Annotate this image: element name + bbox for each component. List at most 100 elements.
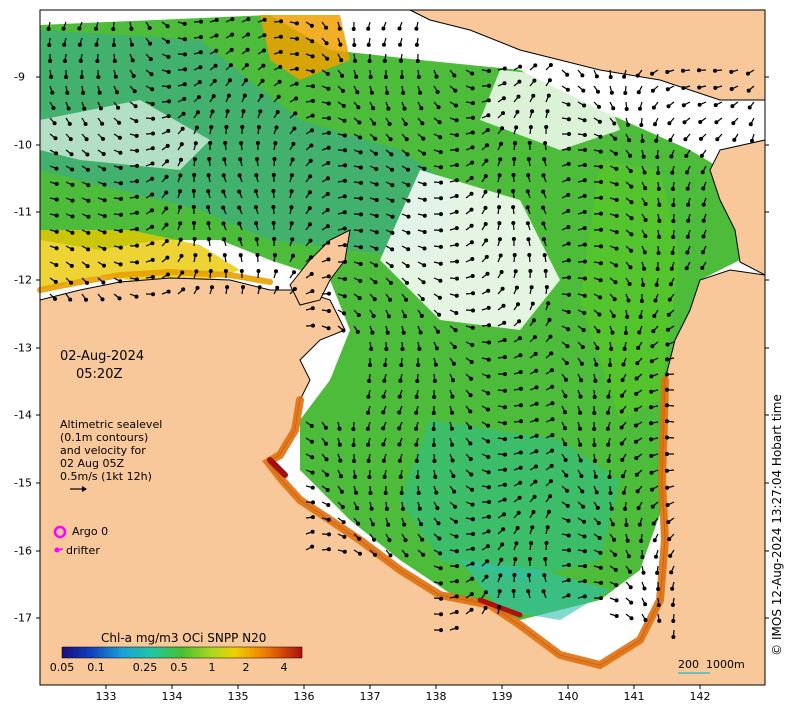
velocity-arrow-head [600, 212, 603, 215]
velocity-arrow-head [699, 121, 702, 124]
velocity-arrow-head [385, 76, 388, 79]
velocity-arrow-head [613, 122, 616, 125]
velocity-arrow-head [671, 171, 674, 174]
velocity-arrow-head [529, 270, 532, 273]
velocity-arrow-head [596, 75, 599, 78]
velocity-arrow-head [435, 75, 438, 78]
velocity-arrow-head [391, 199, 394, 202]
velocity-arrow-head [434, 476, 437, 479]
velocity-arrow-head [500, 558, 503, 561]
velocity-arrow-head [182, 288, 185, 291]
velocity-arrow-head [687, 219, 690, 222]
velocity-arrow-head [672, 620, 675, 623]
velocity-arrow-head [611, 331, 614, 334]
velocity-arrow-head [65, 76, 68, 79]
velocity-arrow-head [512, 190, 515, 193]
velocity-arrow-head [513, 254, 516, 257]
velocity-arrow-head [80, 76, 83, 79]
velocity-arrow-head [296, 37, 299, 40]
velocity-arrow-head [439, 567, 442, 570]
velocity-arrow-head [49, 60, 52, 63]
velocity-arrow-head [151, 177, 154, 180]
velocity-arrow-head [370, 348, 373, 351]
velocity-arrow-head [375, 152, 378, 155]
velocity-arrow-head [339, 459, 342, 462]
velocity-arrow-head [257, 270, 260, 273]
velocity-arrow-head [386, 92, 389, 95]
velocity-arrow-head [472, 547, 475, 550]
velocity-arrow-head [294, 288, 297, 291]
velocity-arrow-head [325, 426, 328, 429]
velocity-arrow-head [668, 122, 671, 125]
y-tick-label: -15 [14, 477, 32, 490]
velocity-arrow-head [423, 214, 426, 217]
velocity-arrow-head [440, 613, 443, 616]
velocity-arrow-head [640, 124, 643, 127]
velocity-arrow-head [432, 412, 435, 415]
velocity-arrow-head [225, 126, 228, 129]
velocity-arrow-head [229, 79, 232, 82]
velocity-arrow-head [245, 79, 248, 82]
velocity-arrow-head [368, 380, 371, 383]
velocity-arrow-head [386, 508, 389, 511]
velocity-arrow-head [117, 106, 120, 109]
velocity-arrow-head [730, 88, 733, 91]
velocity-arrow-head [258, 126, 261, 129]
velocity-arrow-head [343, 119, 346, 122]
velocity-arrow-head [439, 279, 442, 282]
velocity-arrow-head [685, 267, 688, 270]
velocity-arrow-head [167, 56, 170, 59]
velocity-arrow-head [714, 87, 717, 90]
velocity-arrow-head [343, 134, 346, 137]
velocity-arrow-head [650, 375, 653, 378]
velocity-arrow-head [627, 123, 630, 126]
velocity-arrow-head [367, 460, 370, 463]
velocity-arrow-head [435, 363, 438, 366]
velocity-arrow-head [238, 174, 241, 177]
velocity-arrow-head [635, 424, 638, 427]
velocity-arrow-head [400, 364, 403, 367]
velocity-arrow-head [624, 508, 627, 511]
velocity-arrow-head [436, 507, 439, 510]
velocity-arrow-head [418, 348, 421, 351]
velocity-arrow-head [502, 528, 505, 531]
velocity-arrow-head [423, 183, 426, 186]
velocity-arrow-head [565, 378, 568, 381]
colorbar-tick-label: 0.05 [50, 661, 75, 674]
velocity-arrow-head [440, 629, 443, 632]
velocity-arrow-head [456, 260, 459, 263]
velocity-arrow-head [199, 66, 202, 69]
velocity-arrow-head [416, 380, 419, 383]
date-label: 02-Aug-2024 [60, 349, 144, 364]
velocity-arrow-head [598, 313, 601, 316]
velocity-arrow-head [399, 476, 402, 479]
velocity-arrow-head [256, 254, 259, 257]
velocity-arrow-head [419, 91, 422, 94]
velocity-arrow-head [101, 298, 104, 301]
velocity-arrow-head [544, 270, 547, 273]
velocity-arrow-head [135, 295, 138, 298]
velocity-arrow-head [519, 481, 522, 484]
velocity-arrow-head [86, 265, 89, 268]
velocity-arrow-head [470, 192, 473, 195]
velocity-arrow-head [103, 231, 106, 234]
velocity-arrow-head [685, 155, 688, 158]
velocity-arrow-head [328, 548, 331, 551]
velocity-arrow-head [382, 443, 385, 446]
velocity-arrow-head [291, 158, 294, 161]
velocity-arrow-head [471, 488, 474, 491]
x-tick-label: 141 [624, 690, 645, 703]
velocity-arrow-head [407, 231, 410, 234]
velocity-arrow-head [615, 615, 618, 618]
velocity-arrow-head [230, 49, 233, 52]
velocity-arrow-head [344, 244, 347, 247]
velocity-arrow-head [226, 286, 229, 289]
velocity-arrow-head [151, 209, 154, 212]
x-tick-label: 138 [426, 690, 447, 703]
velocity-arrow-head [240, 142, 243, 145]
velocity-arrow-head [535, 434, 538, 437]
velocity-arrow-head [391, 248, 394, 251]
velocity-arrow-head [487, 456, 490, 459]
velocity-arrow-head [635, 408, 638, 411]
velocity-arrow-head [389, 554, 392, 557]
